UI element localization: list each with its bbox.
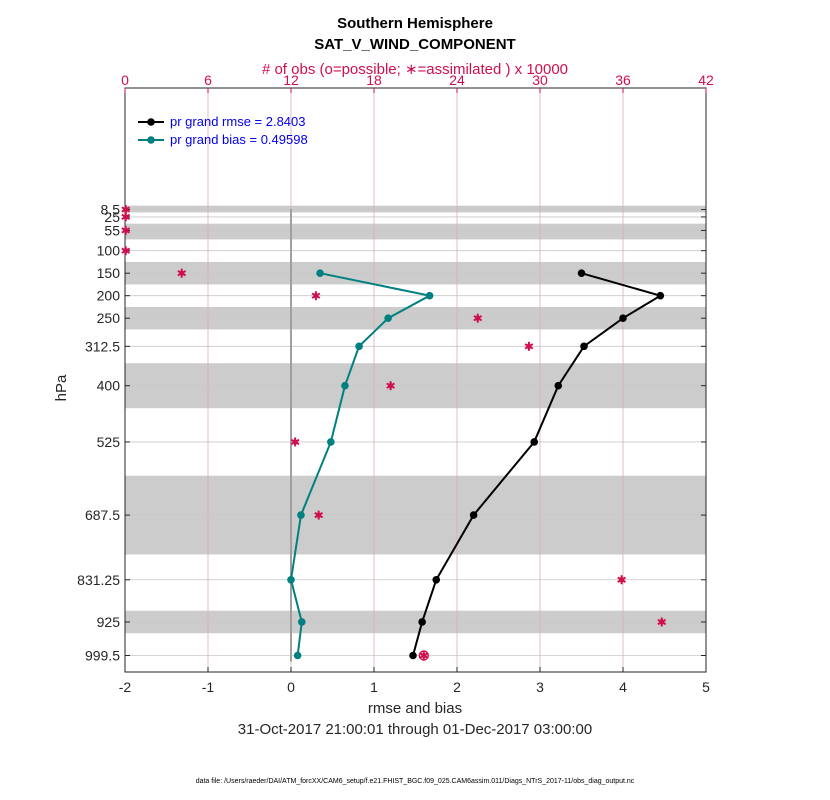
shaded-layer-0 xyxy=(125,205,706,213)
obs-assimilated-marker-7-core xyxy=(526,343,532,349)
x-tick-label-2: 0 xyxy=(287,679,295,695)
plot-frame xyxy=(124,87,707,673)
y-tick-label-4: 150 xyxy=(97,265,121,281)
series-1-point-3 xyxy=(355,342,363,351)
x-tick-label-6: 4 xyxy=(619,679,627,695)
legend-label-1: pr grand bias = 0.49598 xyxy=(170,132,308,147)
obs-assimilated-marker-8 xyxy=(386,381,395,391)
x-tick-label-5: 3 xyxy=(536,679,544,695)
series-0-point-0 xyxy=(577,269,586,277)
top-tick-label-1: 6 xyxy=(204,72,212,88)
series-line-0 xyxy=(412,272,663,656)
shaded-layer-1 xyxy=(125,223,706,240)
top-tick-label-2: 12 xyxy=(283,72,299,88)
obs-assimilated-marker-13-core xyxy=(421,652,427,659)
chart-title: Southern Hemisphere xyxy=(337,15,493,32)
series-0-point-1 xyxy=(656,291,665,300)
obs-assimilated-marker-6-core xyxy=(475,315,481,321)
y-tick-label-13: 999.5 xyxy=(85,648,120,664)
series-0-point-2 xyxy=(619,314,627,322)
series-1-point-7 xyxy=(287,575,295,584)
x-axis-label: rmse and bias xyxy=(368,700,462,717)
obs-assimilated-marker-6 xyxy=(473,313,483,323)
obs-assimilated-marker-5-core xyxy=(313,293,319,299)
y-tick-label-8: 400 xyxy=(97,378,121,394)
obs-assimilated-marker-4-core xyxy=(179,270,185,276)
obs-assimilated-marker-9-core xyxy=(292,439,298,445)
obs-assimilated-marker-3 xyxy=(121,246,131,256)
obs-assimilated-marker-5 xyxy=(311,291,321,301)
series-0-point-8 xyxy=(418,618,426,626)
series-1-point-2 xyxy=(384,314,392,322)
obs-assimilated-marker-7 xyxy=(524,341,534,351)
series-1-point-8 xyxy=(297,618,306,626)
series-0-point-6 xyxy=(469,511,478,519)
obs-assimilated-marker-4 xyxy=(177,268,187,278)
x-tick-label-4: 2 xyxy=(453,679,461,695)
series-1-point-9 xyxy=(293,651,302,660)
top-axis-label: # of obs (o=possible; ∗=assimilated ) x … xyxy=(262,61,568,78)
y-tick-label-12: 925 xyxy=(97,614,121,630)
series-0-point-4 xyxy=(554,381,563,390)
top-tick-label-6: 36 xyxy=(615,72,631,88)
obs-assimilated-marker-8-core xyxy=(388,383,394,389)
chart-subtitle: SAT_V_WIND_COMPONENT xyxy=(314,36,515,53)
series-1-point-6 xyxy=(297,511,305,519)
y-tick-label-3: 100 xyxy=(97,243,121,259)
obs-assimilated-marker-11-core xyxy=(619,577,625,583)
y-tick-label-0: 8.5 xyxy=(101,202,121,218)
top-tick-label-3: 18 xyxy=(366,72,382,88)
series-1-point-0 xyxy=(316,269,324,277)
obs-assimilated-marker-3-core xyxy=(123,248,129,254)
y-tick-label-5: 200 xyxy=(97,288,121,304)
series-1-point-4 xyxy=(341,381,349,390)
legend-marker-0 xyxy=(147,118,155,126)
y-tick-label-10: 687.5 xyxy=(85,507,120,523)
series-0-point-5 xyxy=(530,438,538,446)
top-tick-label-5: 30 xyxy=(532,72,548,88)
obs-assimilated-marker-10-core xyxy=(316,512,322,518)
obs-assimilated-marker-2 xyxy=(121,225,131,235)
obs-assimilated-marker-0 xyxy=(121,205,131,214)
series-line-1 xyxy=(289,272,433,656)
legend-marker-1 xyxy=(147,136,155,144)
obs-assimilated-marker-11 xyxy=(617,575,627,585)
series-0-point-9 xyxy=(409,651,417,660)
obs-assimilated-marker-9 xyxy=(290,437,300,447)
y-tick-label-2: 55 xyxy=(104,222,120,238)
obs-assimilated-marker-0-core xyxy=(123,206,129,213)
x-tick-label-1: -1 xyxy=(202,679,215,695)
footer-data-file: data file: /Users/raeder/DAI/ATM_forcXX/… xyxy=(196,778,635,785)
series-1-point-5 xyxy=(327,438,335,446)
y-tick-label-6: 250 xyxy=(97,310,121,326)
obs-assimilated-marker-12-core xyxy=(659,619,665,625)
series-1-point-1 xyxy=(425,291,434,300)
series-0-point-3 xyxy=(580,342,588,351)
obs-assimilated-marker-1-core xyxy=(123,214,129,220)
obs-possible-marker-0 xyxy=(418,650,429,661)
x-tick-label-7: 5 xyxy=(702,679,710,695)
obs-assimilated-marker-2-core xyxy=(123,227,129,234)
time-range-label: 31-Oct-2017 21:00:01 through 01-Dec-2017… xyxy=(238,721,592,738)
y-tick-label-11: 831.25 xyxy=(77,572,120,588)
y-tick-label-1: 25 xyxy=(104,209,120,225)
x-tick-label-0: -2 xyxy=(119,679,132,695)
legend-label-0: pr grand rmse = 2.8403 xyxy=(170,114,306,129)
obs-assimilated-marker-12 xyxy=(657,617,667,627)
y-tick-label-7: 312.5 xyxy=(85,338,120,354)
series-0-point-7 xyxy=(432,575,441,584)
obs-assimilated-marker-13 xyxy=(419,651,429,660)
obs-assimilated-marker-1 xyxy=(121,212,131,222)
top-tick-label-7: 42 xyxy=(698,72,714,88)
y-tick-label-9: 525 xyxy=(97,434,121,450)
top-tick-label-0: 0 xyxy=(121,72,129,88)
x-tick-label-3: 1 xyxy=(370,679,378,695)
obs-assimilated-marker-10 xyxy=(314,510,324,520)
top-tick-label-4: 24 xyxy=(449,72,465,88)
y-axis-label: hPa xyxy=(53,374,70,401)
